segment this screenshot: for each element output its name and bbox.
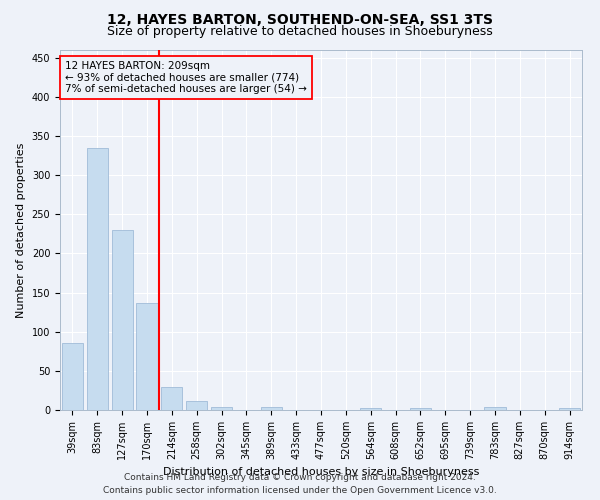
Bar — [87, 148, 108, 410]
Bar — [211, 407, 232, 410]
Text: Size of property relative to detached houses in Shoeburyness: Size of property relative to detached ho… — [107, 25, 493, 38]
Bar — [360, 408, 381, 410]
Text: 12, HAYES BARTON, SOUTHEND-ON-SEA, SS1 3TS: 12, HAYES BARTON, SOUTHEND-ON-SEA, SS1 3… — [107, 12, 493, 26]
Bar — [186, 402, 207, 410]
Bar — [136, 303, 158, 410]
Bar — [62, 344, 83, 410]
Bar — [261, 407, 282, 410]
Bar — [161, 386, 182, 410]
Bar — [559, 408, 580, 410]
Y-axis label: Number of detached properties: Number of detached properties — [16, 142, 26, 318]
Bar — [112, 230, 133, 410]
X-axis label: Distribution of detached houses by size in Shoeburyness: Distribution of detached houses by size … — [163, 468, 479, 477]
Bar — [484, 407, 506, 410]
Text: Contains HM Land Registry data © Crown copyright and database right 2024.
Contai: Contains HM Land Registry data © Crown c… — [103, 474, 497, 495]
Bar — [410, 408, 431, 410]
Text: 12 HAYES BARTON: 209sqm
← 93% of detached houses are smaller (774)
7% of semi-de: 12 HAYES BARTON: 209sqm ← 93% of detache… — [65, 61, 307, 94]
